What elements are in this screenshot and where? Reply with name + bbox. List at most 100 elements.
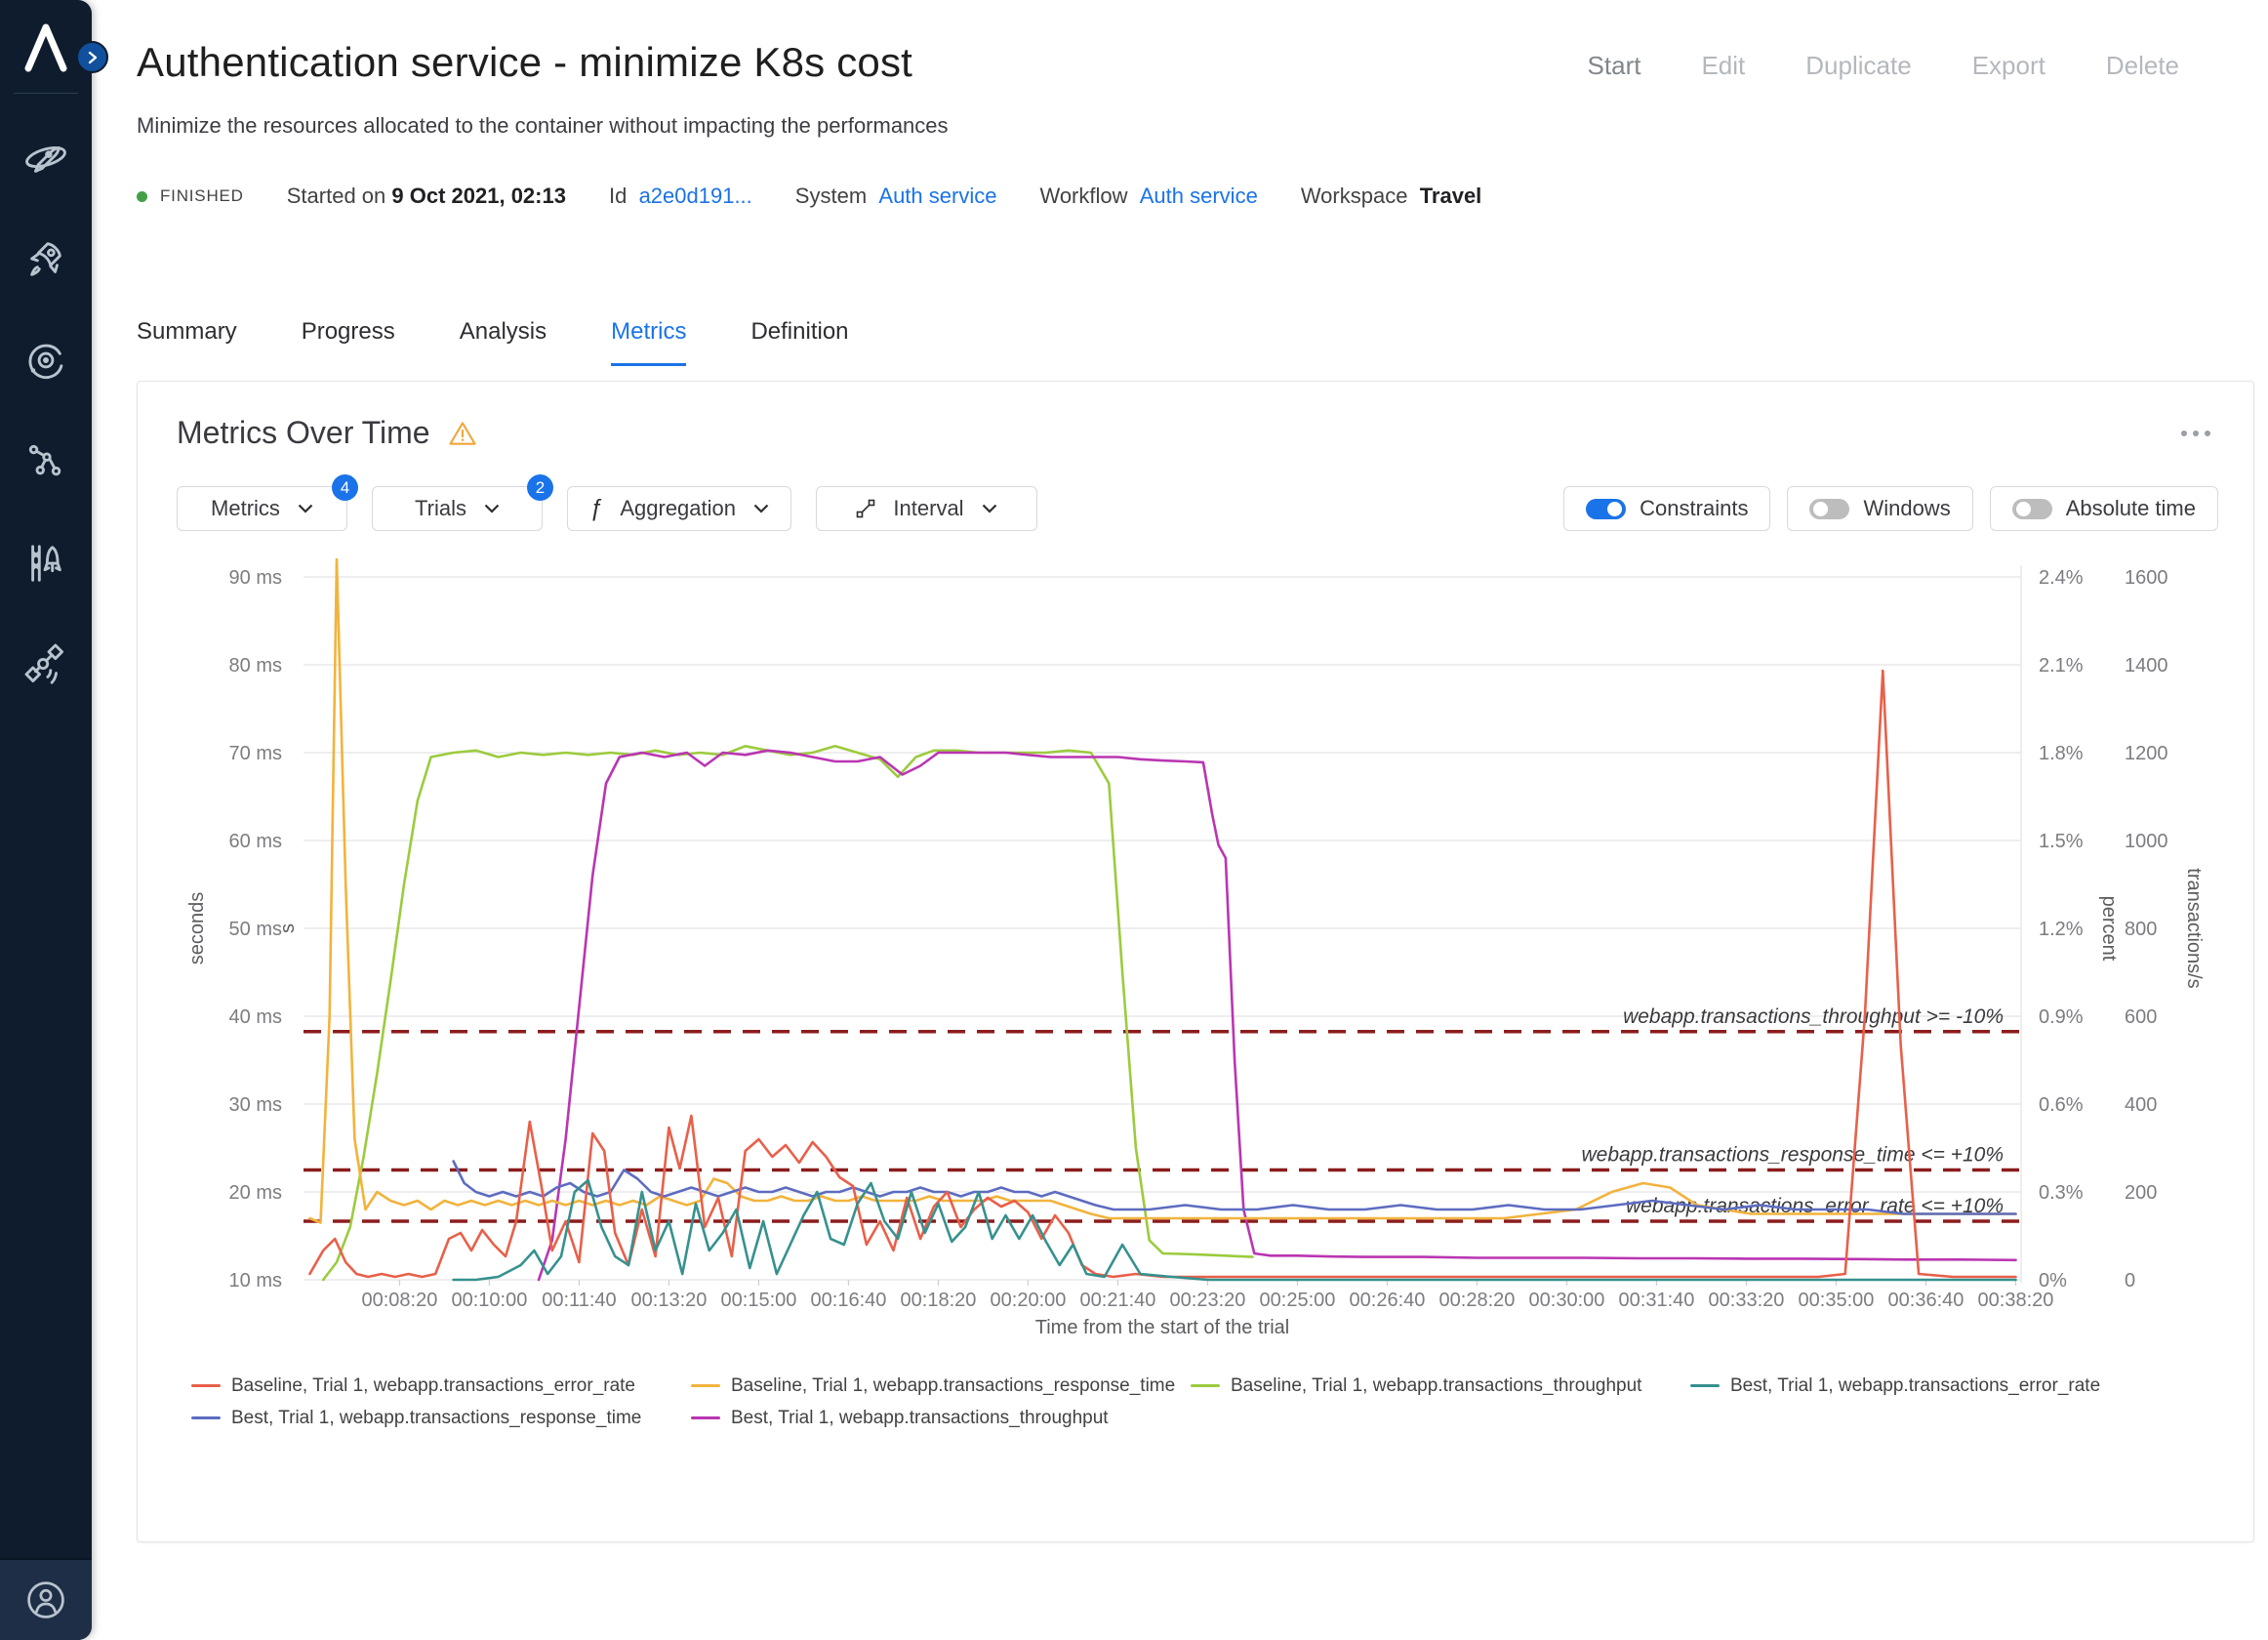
- sidebar-item-studies[interactable]: [23, 236, 68, 281]
- x-tick-label: 00:10:00: [452, 1290, 528, 1311]
- y-tick-percent: 1.8%: [2039, 743, 2084, 764]
- dots-icon: [2181, 430, 2187, 436]
- sidebar-item-workflows[interactable]: [23, 541, 68, 586]
- status-dot-icon: [137, 190, 147, 202]
- study-id-link[interactable]: a2e0d191...: [638, 184, 752, 208]
- status-state: FINISHED: [160, 186, 244, 205]
- workflow-link[interactable]: Auth service: [1139, 184, 1258, 208]
- x-tick-label: 00:36:40: [1888, 1290, 1964, 1311]
- sidebar-item-experiments[interactable]: [23, 135, 68, 180]
- x-tick-label: 00:18:20: [901, 1290, 977, 1311]
- tab-definition[interactable]: Definition: [750, 318, 849, 345]
- x-tick-label: 00:13:20: [631, 1290, 708, 1311]
- legend-label: Baseline, Trial 1, webapp.transactions_t…: [1231, 1374, 1642, 1396]
- tab-metrics[interactable]: Metrics: [611, 318, 687, 366]
- legend-item[interactable]: Baseline, Trial 1, webapp.transactions_e…: [191, 1370, 691, 1402]
- windows-toggle[interactable]: Windows: [1787, 486, 1973, 531]
- chevron-down-icon: [484, 504, 500, 513]
- chevron-down-icon: [298, 504, 313, 513]
- edit-button[interactable]: Edit: [1701, 51, 1746, 80]
- y-tick-transactions: 1600: [2125, 567, 2168, 589]
- x-tick-label: 00:33:20: [1709, 1290, 1785, 1311]
- y-tick-transactions: 1000: [2125, 831, 2168, 852]
- toggle-switch-on: [1586, 498, 1627, 519]
- toggle-switch-off: [2011, 498, 2052, 519]
- x-axis-title: Time from the start of the trial: [1035, 1317, 1289, 1338]
- y-tick-transactions: 800: [2125, 919, 2157, 940]
- header-actions: Start Edit Duplicate Export Delete: [1588, 51, 2179, 81]
- legend-label: Best, Trial 1, webapp.transactions_throu…: [731, 1407, 1109, 1428]
- sidebar-item-systems[interactable]: [23, 439, 68, 484]
- account-section: [0, 1558, 92, 1640]
- network-icon: [28, 444, 61, 476]
- tab-summary[interactable]: Summary: [137, 318, 237, 345]
- metrics-dropdown[interactable]: Metrics 4: [177, 474, 358, 531]
- y-tick-seconds: 60 ms: [229, 831, 282, 852]
- x-tick-label: 00:15:00: [721, 1290, 797, 1311]
- export-button[interactable]: Export: [1971, 51, 2045, 80]
- series-line-1: [308, 557, 2017, 1224]
- rocket-icon: [30, 242, 61, 276]
- status-row: FINISHED Started on 9 Oct 2021, 02:13 Id…: [137, 184, 2254, 209]
- system-link[interactable]: Auth service: [878, 184, 997, 208]
- y-tick-percent: 1.5%: [2039, 831, 2084, 852]
- x-tick-label: 00:16:40: [811, 1290, 887, 1311]
- card-title: Metrics Over Time: [177, 415, 430, 450]
- legend-item[interactable]: Best, Trial 1, webapp.transactions_error…: [1690, 1370, 2190, 1402]
- duplicate-button[interactable]: Duplicate: [1805, 51, 1912, 80]
- absolute-time-toggle[interactable]: Absolute time: [1989, 486, 2218, 531]
- tab-analysis[interactable]: Analysis: [459, 318, 547, 345]
- y-tick-percent: 2.4%: [2039, 567, 2084, 589]
- satellite-icon: [24, 643, 63, 684]
- warning-icon: [448, 420, 477, 447]
- metrics-count-badge: 4: [332, 474, 358, 501]
- tab-bar: Summary Progress Analysis Metrics Defini…: [137, 318, 2254, 366]
- user-avatar-button[interactable]: [23, 1578, 68, 1622]
- app-logo[interactable]: [0, 0, 92, 77]
- status-badge: FINISHED: [137, 186, 244, 206]
- legend-swatch-icon: [691, 1384, 720, 1387]
- chart-legend: Baseline, Trial 1, webapp.transactions_e…: [191, 1370, 2221, 1434]
- x-tick-label: 00:26:40: [1350, 1290, 1426, 1311]
- legend-swatch-icon: [691, 1416, 720, 1419]
- workflow-field: Workflow Auth service: [1039, 184, 1258, 208]
- start-button[interactable]: Start: [1587, 51, 1641, 80]
- x-tick-label: 00:30:00: [1529, 1290, 1605, 1311]
- card-menu-button[interactable]: [2175, 425, 2216, 442]
- legend-item[interactable]: Baseline, Trial 1, webapp.transactions_t…: [1191, 1370, 1690, 1402]
- interval-dropdown[interactable]: Interval: [816, 486, 1037, 531]
- delete-button[interactable]: Delete: [2105, 51, 2179, 80]
- y-tick-seconds: 50 ms: [229, 919, 282, 940]
- legend-label: Baseline, Trial 1, webapp.transactions_r…: [731, 1374, 1176, 1396]
- constraints-toggle[interactable]: Constraints: [1563, 486, 1771, 531]
- aggregation-dropdown[interactable]: ƒ Aggregation: [567, 486, 791, 531]
- chevron-down-icon: [753, 504, 769, 513]
- launchpad-icon: [31, 545, 61, 582]
- sidebar: [0, 0, 92, 1640]
- x-tick-label: 00:08:20: [362, 1290, 438, 1311]
- constraint-label: webapp.transactions_error_rate <= +10%: [1626, 1195, 2004, 1217]
- study-id: Id a2e0d191...: [608, 184, 752, 208]
- interval-icon: [857, 499, 875, 518]
- tab-progress[interactable]: Progress: [301, 318, 395, 345]
- y-tick-seconds: 80 ms: [229, 655, 282, 676]
- sidebar-expand-button[interactable]: [76, 41, 108, 73]
- x-tick-label: 00:11:40: [542, 1290, 616, 1311]
- workspace-field: Workspace Travel: [1300, 184, 1482, 208]
- y-tick-seconds: 20 ms: [229, 1182, 282, 1204]
- sidebar-item-telemetry[interactable]: [23, 338, 68, 383]
- legend-item[interactable]: Baseline, Trial 1, webapp.transactions_r…: [691, 1370, 1191, 1402]
- series-line-0: [308, 669, 2017, 1279]
- y-tick-seconds: 90 ms: [229, 567, 282, 589]
- legend-item[interactable]: Best, Trial 1, webapp.transactions_respo…: [191, 1402, 691, 1434]
- legend-item[interactable]: Best, Trial 1, webapp.transactions_throu…: [691, 1402, 1191, 1434]
- y-tick-transactions: 200: [2125, 1182, 2157, 1204]
- sidebar-item-integrations[interactable]: [23, 642, 68, 687]
- trials-dropdown[interactable]: Trials 2: [372, 474, 553, 531]
- x-tick-label: 00:20:00: [991, 1290, 1067, 1311]
- y-tick-percent: 0.6%: [2039, 1094, 2084, 1116]
- y-tick-percent: 0.9%: [2039, 1006, 2084, 1028]
- y-axis-title-percent: percent: [2098, 896, 2120, 962]
- x-tick-label: 00:25:00: [1260, 1290, 1336, 1311]
- y-tick-transactions: 1200: [2125, 743, 2168, 764]
